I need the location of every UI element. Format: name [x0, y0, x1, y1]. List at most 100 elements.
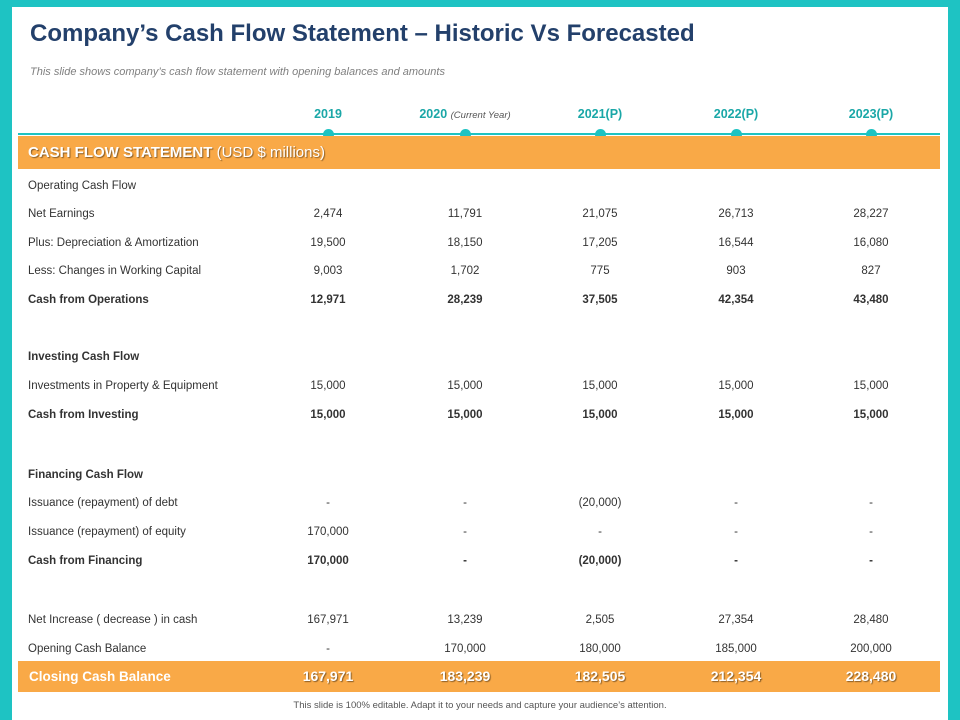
row-value: 21,075 — [582, 208, 618, 220]
year-value: 2023(P) — [848, 107, 894, 121]
row-value: 17,205 — [582, 237, 618, 249]
closing-cash-balance-value: 182,505 — [574, 668, 626, 684]
slide-subtitle: This slide shows company’s cash flow sta… — [30, 66, 445, 78]
row-label: Plus: Depreciation & Amortization — [28, 237, 199, 249]
row-label: Less: Changes in Working Capital — [28, 265, 202, 277]
timeline-dot — [459, 129, 471, 140]
row-value: - — [463, 526, 467, 538]
row-label: Opening Cash Balance — [28, 643, 147, 655]
row-label: Issuance (repayment) of debt — [28, 497, 178, 509]
row-value: 26,713 — [718, 208, 754, 220]
year-value: 2022(P) — [713, 107, 759, 121]
cash-flow-statement-header: CASH FLOW STATEMENT (USD $ millions) — [18, 136, 940, 169]
row-label: Issuance (repayment) of equity — [28, 526, 186, 538]
row-value: 2,474 — [313, 208, 343, 220]
table-row: Less: Changes in Working Capital 9,003 1,7… — [18, 262, 940, 282]
row-value: 15,000 — [310, 409, 346, 421]
table-row: Cash from Investing 15,000 15,000 15,000 15,… — [18, 406, 940, 426]
table-row: Net Increase ( decrease ) in cash 167,971… — [18, 611, 940, 631]
row-value: 827 — [861, 265, 881, 277]
row-value: 9,003 — [313, 265, 343, 277]
row-value: 170,000 — [307, 526, 349, 538]
slide-title: Company’s Cash Flow Statement – Historic… — [30, 20, 695, 47]
closing-cash-balance-value: 167,971 — [302, 668, 354, 684]
timeline-dot — [730, 129, 742, 140]
row-value: - — [326, 497, 330, 509]
year-label: 2023(P) — [796, 107, 946, 121]
row-value: - — [598, 526, 602, 538]
row-label: Net Earnings — [28, 208, 95, 220]
row-value: - — [463, 497, 467, 509]
year-value: 2019 — [314, 107, 342, 121]
year-value: 2021(P) — [577, 107, 623, 121]
year-label: 2021(P) — [525, 107, 675, 121]
row-value: 11,791 — [447, 208, 483, 220]
closing-cash-balance-value: 228,480 — [845, 668, 897, 684]
row-value: 15,000 — [853, 380, 889, 392]
table-row: Investing Cash Flow — [18, 348, 940, 368]
row-value: - — [326, 643, 330, 655]
row-value: - — [869, 555, 873, 567]
row-value: 15,000 — [310, 380, 346, 392]
table-row: Cash from Financing 170,000 - (20,000) - - — [18, 552, 940, 572]
year-label: 2020 (Current Year) — [390, 107, 540, 121]
row-value: - — [869, 526, 873, 538]
row-value: 185,000 — [715, 643, 757, 655]
row-value: - — [463, 555, 467, 567]
closing-cash-balance-value: 212,354 — [710, 668, 762, 684]
table-row: Plus: Depreciation & Amortization 19,500 1… — [18, 234, 940, 254]
row-value: 15,000 — [718, 380, 754, 392]
table-row: Cash from Operations 12,971 28,239 37,505 42… — [18, 291, 940, 311]
row-value: 19,500 — [310, 237, 346, 249]
table-row: Investments in Property & Equipment 15,00… — [18, 377, 940, 397]
table-row: Operating Cash Flow — [18, 177, 940, 197]
row-value: 42,354 — [718, 294, 754, 306]
row-value: 16,080 — [853, 237, 889, 249]
right-frame-bar — [948, 0, 960, 720]
row-value: 37,505 — [582, 294, 618, 306]
row-value: 170,000 — [444, 643, 486, 655]
timeline-line — [18, 133, 940, 135]
row-label: Investing Cash Flow — [28, 351, 140, 363]
timeline-dot — [322, 129, 334, 140]
footer-note: This slide is 100% editable. Adapt it to… — [293, 700, 667, 711]
row-value: (20,000) — [578, 497, 622, 509]
row-value: 1,702 — [450, 265, 480, 277]
row-value: 167,971 — [307, 614, 349, 626]
year-value: 2020 — [419, 107, 448, 121]
row-value: 12,971 — [310, 294, 346, 306]
row-value: 43,480 — [853, 294, 889, 306]
row-label: Cash from Financing — [28, 555, 143, 567]
closing-cash-balance-row: Closing Cash Balance 167,971 183,239 182,5… — [18, 661, 940, 692]
table-row: Financing Cash Flow — [18, 466, 940, 486]
table-row: Net Earnings 2,474 11,791 21,075 26,713 28,22… — [18, 205, 940, 225]
row-value: 27,354 — [718, 614, 754, 626]
row-value: 28,239 — [447, 294, 483, 306]
row-value: 170,000 — [307, 555, 349, 567]
row-value: 15,000 — [447, 380, 483, 392]
year-note: (Current Year) — [450, 110, 511, 121]
year-timeline: 2019 2020 (Current Year) 2021(P) 2022(P) 202… — [18, 107, 940, 140]
row-value: - — [734, 526, 738, 538]
timeline-dot — [594, 129, 606, 140]
row-value: 15,000 — [582, 409, 618, 421]
row-value: 15,000 — [447, 409, 483, 421]
row-value: - — [869, 497, 873, 509]
row-value: 18,150 — [447, 237, 483, 249]
year-label: 2022(P) — [661, 107, 811, 121]
row-value: 15,000 — [582, 380, 618, 392]
year-label: 2019 — [253, 107, 403, 121]
table-row: Issuance (repayment) of equity 170,000 - - -… — [18, 523, 940, 543]
row-value: 180,000 — [579, 643, 621, 655]
row-value: - — [734, 555, 738, 567]
closing-cash-balance-label: Closing Cash Balance — [29, 669, 171, 684]
row-label: Net Increase ( decrease ) in cash — [28, 614, 198, 626]
left-frame-bar — [0, 0, 12, 720]
row-value: 15,000 — [853, 409, 889, 421]
row-value: 200,000 — [850, 643, 892, 655]
row-value: 28,480 — [853, 614, 889, 626]
row-label: Financing Cash Flow — [28, 469, 144, 481]
header-unit: (USD $ millions) — [212, 144, 325, 161]
row-value: 903 — [726, 265, 746, 277]
row-value: 15,000 — [718, 409, 754, 421]
